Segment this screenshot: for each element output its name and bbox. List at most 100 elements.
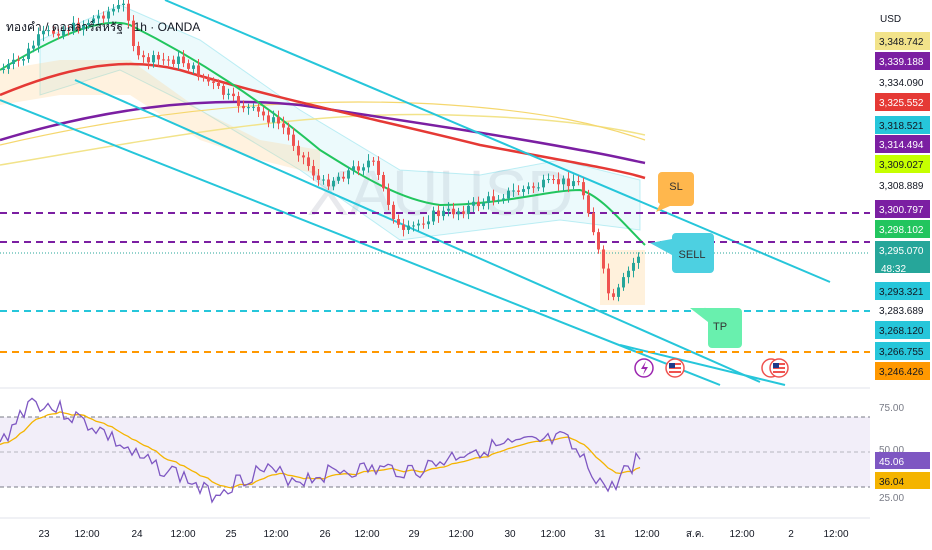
- candle: [567, 178, 570, 187]
- time-label: 12:00: [823, 529, 848, 540]
- candle: [527, 186, 530, 190]
- candles: [2, 0, 640, 302]
- us-flag-icon-2[interactable]: [761, 358, 789, 378]
- candle: [67, 29, 70, 31]
- candle: [372, 160, 375, 162]
- price-label: 3,268.120: [879, 326, 924, 337]
- candle: [637, 256, 640, 263]
- candle: [397, 219, 400, 225]
- channel-extra: [619, 344, 786, 386]
- candle: [212, 81, 215, 83]
- price-label: 3,298.102: [879, 225, 924, 236]
- price-label-bg: [875, 241, 930, 273]
- candle: [522, 189, 525, 192]
- candle: [497, 199, 500, 201]
- sl-callout[interactable]: SL: [656, 172, 694, 212]
- price-label-bg: [875, 52, 930, 70]
- price-label: 3,246.426: [879, 367, 924, 378]
- candle: [112, 8, 115, 12]
- price-label: 3,339.188: [879, 57, 924, 68]
- candle: [347, 170, 350, 179]
- candle: [7, 63, 10, 69]
- candle: [327, 179, 330, 187]
- candle: [47, 30, 50, 32]
- candle: [12, 59, 15, 64]
- candle: [52, 30, 55, 34]
- candle: [472, 201, 475, 206]
- candle: [352, 166, 355, 171]
- time-label: 12:00: [448, 529, 473, 540]
- candle: [17, 59, 20, 61]
- ma-yellow: [0, 113, 646, 166]
- time-label: 12:00: [263, 529, 288, 540]
- candle: [97, 15, 100, 19]
- time-label: 2: [788, 529, 794, 540]
- candle: [377, 160, 380, 176]
- time-axis[interactable]: 23 12:00 24 12:00 25 12:00 26 12:00 29 12:00 30 12:…: [38, 529, 849, 540]
- candle: [617, 287, 620, 297]
- candle: [62, 29, 65, 36]
- candle: [452, 208, 455, 215]
- candle: [547, 179, 550, 181]
- rsi-axis-label: 25.00: [879, 493, 904, 504]
- candle: [462, 211, 465, 214]
- candle: [22, 59, 25, 61]
- candle: [32, 45, 35, 49]
- candle: [557, 179, 560, 185]
- candle: [447, 208, 450, 211]
- candle: [42, 30, 45, 35]
- price-label-bg: [875, 93, 930, 111]
- candle: [507, 190, 510, 199]
- candle: [602, 249, 605, 269]
- candle: [612, 293, 615, 297]
- candle: [627, 270, 630, 278]
- price-label: 3,309.027: [879, 160, 924, 171]
- candle: [577, 181, 580, 183]
- candle: [537, 187, 540, 189]
- sell-label: SELL: [679, 249, 706, 261]
- price-label: 3,334.090: [879, 78, 924, 89]
- price-label-bg: [875, 155, 930, 173]
- price-label: 3,308.889: [879, 181, 924, 192]
- candle: [542, 179, 545, 188]
- ma-purple: [0, 100, 646, 165]
- candle: [182, 56, 185, 64]
- candle: [382, 175, 385, 189]
- candle: [597, 232, 600, 250]
- candle: [357, 166, 360, 171]
- candle: [582, 182, 585, 196]
- time-label: 12:00: [540, 529, 565, 540]
- candle: [222, 85, 225, 95]
- time-label: 12:00: [634, 529, 659, 540]
- currency-label[interactable]: USD: [880, 14, 902, 25]
- candle: [317, 175, 320, 180]
- candle: [392, 204, 395, 220]
- price-label: 3,295.070: [879, 246, 924, 257]
- candle: [187, 63, 190, 69]
- us-flag-icon[interactable]: [665, 358, 685, 378]
- candle: [157, 55, 160, 60]
- candle: [232, 93, 235, 97]
- lightning-icon[interactable]: [634, 358, 654, 378]
- rsi-axis-label: 75.00: [879, 403, 904, 414]
- sell-callout[interactable]: SELL: [650, 233, 714, 273]
- candle: [247, 107, 250, 109]
- tp-callout[interactable]: TP: [690, 307, 742, 348]
- candle: [407, 225, 410, 230]
- price-label-bg: [875, 135, 930, 153]
- price-label-bg: [875, 200, 930, 218]
- price-label-bg: [875, 32, 930, 50]
- candle: [532, 186, 535, 188]
- price-label-bg: [875, 282, 930, 300]
- candle: [482, 202, 485, 207]
- time-label: ส.ค.: [686, 529, 704, 540]
- candle: [217, 82, 220, 86]
- candle: [492, 196, 495, 201]
- time-label: 12:00: [170, 529, 195, 540]
- candle: [517, 190, 520, 192]
- candle: [262, 111, 265, 116]
- time-label: 24: [131, 529, 143, 540]
- candle: [162, 59, 165, 61]
- candle: [502, 198, 505, 200]
